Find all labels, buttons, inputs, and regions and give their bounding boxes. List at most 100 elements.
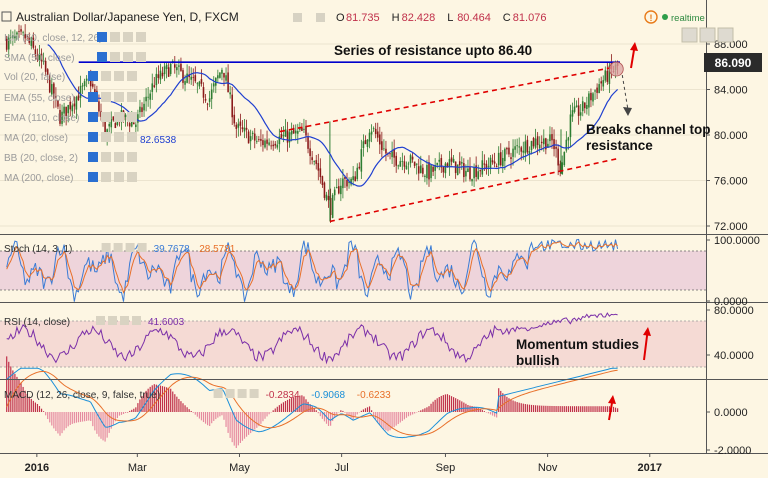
macd-hist-bar [28, 396, 30, 412]
macd-hist-bar [350, 412, 352, 418]
indicator-visibility-icon[interactable] [88, 152, 98, 162]
subpane-tool-icon[interactable] [96, 316, 105, 325]
indicator-tool-icon[interactable] [127, 92, 137, 102]
indicator-tool-icon[interactable] [110, 32, 120, 42]
macd-hist-bar [22, 386, 24, 412]
macd-hist-bar [229, 412, 231, 438]
indicator-tool-icon[interactable] [110, 52, 120, 62]
subpane-tool-icon[interactable] [225, 389, 235, 398]
macd-hist-bar [102, 412, 104, 441]
subpane-tool-icon[interactable] [101, 243, 111, 252]
indicator-tool-icon[interactable] [114, 172, 124, 182]
macd-hist-bar [354, 412, 356, 417]
macd-hist-bar [30, 398, 32, 412]
macd-hist-bar [481, 410, 483, 412]
window-button-1[interactable] [681, 27, 698, 43]
indicator-tool-icon[interactable] [127, 132, 137, 142]
subpane-tool-icon[interactable] [120, 316, 129, 325]
macd-pane[interactable] [6, 356, 619, 449]
rsi-legend[interactable]: RSI (14, close) 41.6003 [4, 316, 185, 328]
indicator-legend-item[interactable]: Ichi (50, close, 12, 26) [4, 32, 146, 44]
macd-hist-bar [258, 412, 260, 427]
price-pane[interactable] [5, 24, 632, 223]
subpane-tool-icon[interactable] [137, 243, 147, 252]
indicator-visibility-icon[interactable] [97, 52, 107, 62]
macd-hist-bar [131, 409, 133, 412]
indicator-legend-item[interactable]: Vol (20, false) [4, 71, 137, 83]
indicator-tool-icon[interactable] [114, 152, 124, 162]
indicator-legend-item[interactable]: MA (200, close) [4, 172, 137, 184]
subpane-tool-icon[interactable] [113, 243, 123, 252]
indicator-tool-icon[interactable] [101, 132, 111, 142]
candle [180, 57, 182, 72]
indicator-tool-icon[interactable] [127, 71, 137, 81]
subpane-tool-icon[interactable] [237, 389, 247, 398]
indicator-tool-icon[interactable] [136, 52, 146, 62]
header-settings-button[interactable] [293, 13, 302, 22]
indicator-tool-icon[interactable] [136, 32, 146, 42]
macd-hist-bar [256, 412, 258, 428]
candle [335, 178, 338, 189]
macd-hist-bar [444, 394, 446, 412]
rsi-pane[interactable] [6, 312, 618, 365]
candle [24, 24, 26, 45]
macd-hist-bar [233, 412, 235, 446]
indicator-visibility-icon[interactable] [88, 92, 98, 102]
indicator-legend-item[interactable]: MA (20, close) [4, 132, 137, 144]
subpane-tool-icon[interactable] [125, 243, 135, 252]
candle [372, 126, 375, 132]
subpane-tool-icon[interactable] [132, 316, 141, 325]
macd-hist-bar [309, 404, 311, 412]
ohlc-value: 80.464 [457, 12, 491, 24]
candle [206, 102, 209, 111]
indicator-legend-item[interactable]: SMA (50, close) [4, 52, 146, 64]
window-buttons[interactable] [681, 27, 734, 43]
indicator-tool-icon[interactable] [101, 92, 111, 102]
macd-legend[interactable]: MACD (12, 26, close, 9, false, true) -0.2… [4, 389, 391, 401]
macd-hist-bar [59, 412, 61, 436]
indicator-tool-icon[interactable] [101, 112, 111, 122]
subpane-tool-icon[interactable] [249, 389, 259, 398]
indicator-tool-icon[interactable] [127, 172, 137, 182]
subpane-tool-icon[interactable] [213, 389, 223, 398]
candle [495, 163, 498, 168]
indicator-tool-icon[interactable] [127, 112, 137, 122]
header-close-button[interactable] [316, 13, 325, 22]
indicator-tool-icon[interactable] [101, 172, 111, 182]
indicator-tool-icon[interactable] [114, 112, 124, 122]
indicator-tool-icon[interactable] [123, 52, 133, 62]
indicator-visibility-icon[interactable] [88, 112, 98, 122]
candle [237, 118, 240, 137]
window-button-2[interactable] [699, 27, 716, 43]
indicator-tool-icon[interactable] [127, 152, 137, 162]
indicator-tool-icon[interactable] [114, 132, 124, 142]
macd-hist-bar [586, 406, 588, 412]
macd-hist-bar [436, 398, 438, 412]
subpane-tool-icon[interactable] [108, 316, 117, 325]
indicator-visibility-icon[interactable] [88, 132, 98, 142]
stoch-pane[interactable] [6, 238, 619, 302]
macd-hist-bar [151, 385, 153, 412]
indicator-tool-icon[interactable] [114, 92, 124, 102]
macd-hist-bar [108, 412, 110, 433]
candle [196, 82, 199, 94]
window-button-3[interactable] [717, 27, 734, 43]
indicator-legend-item[interactable]: EMA (110, close) [4, 112, 137, 124]
macd-hist-bar [440, 395, 442, 412]
indicator-visibility-icon[interactable] [88, 172, 98, 182]
indicator-visibility-icon[interactable] [88, 71, 98, 81]
indicator-legend-item[interactable]: EMA (55, close) [4, 92, 137, 104]
collapse-button[interactable] [1, 11, 12, 22]
alert-icon[interactable] [644, 10, 658, 24]
indicator-tool-icon[interactable] [101, 71, 111, 81]
indicator-tool-icon[interactable] [123, 32, 133, 42]
macd-hist-bar [317, 412, 319, 414]
header-tools[interactable] [293, 13, 325, 22]
stoch-legend[interactable]: Stoch (14, 3, 1) 39.7678 28.5781 [4, 243, 236, 255]
indicator-tool-icon[interactable] [101, 152, 111, 162]
indicator-visibility-icon[interactable] [97, 32, 107, 42]
macd-hist-bar [295, 396, 297, 412]
indicator-tool-icon[interactable] [114, 71, 124, 81]
indicator-legend-item[interactable]: BB (20, close, 2) [4, 152, 137, 164]
macd-hist-bar [489, 412, 492, 415]
